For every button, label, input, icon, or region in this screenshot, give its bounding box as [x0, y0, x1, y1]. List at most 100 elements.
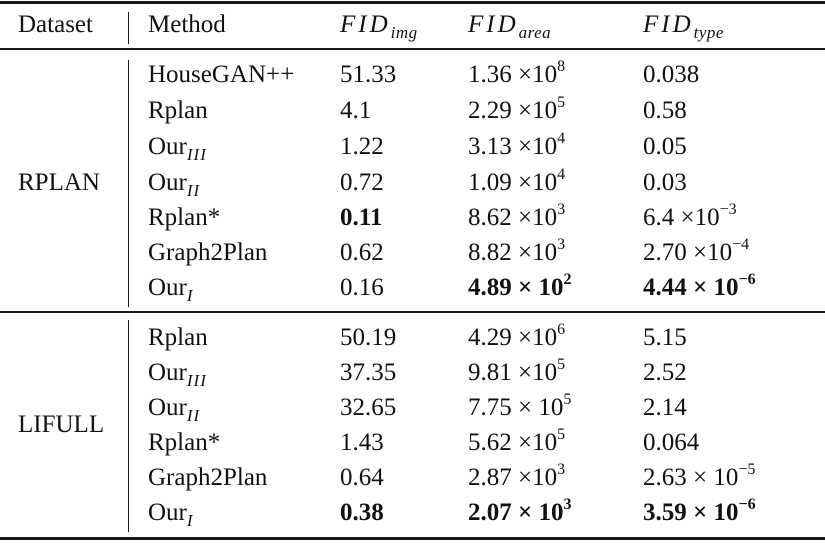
fid-img-cell: 1.43 [340, 429, 384, 456]
fid-area-cell: 3.13 ×104 [468, 130, 566, 162]
fid-img-cell: 0.64 [340, 464, 384, 491]
fid-area-exponent: 5 [557, 426, 566, 443]
fid-area-cell: 4.29 ×106 [468, 321, 566, 353]
fid-area-cell: 2.29 ×105 [468, 94, 566, 126]
fid-type-mantissa: 5.15 [643, 324, 687, 351]
fid-type-cell: 5.15 [643, 323, 687, 353]
fid-type-cell: 2.52 [643, 358, 687, 388]
fid-area-cell: 8.62 ×103 [468, 201, 566, 233]
fid-type-cell: 0.038 [643, 60, 699, 90]
method-name: Graph2Plan [148, 464, 268, 491]
fid-area-exponent: 3 [557, 201, 566, 218]
method-cell: Rplan* [148, 203, 220, 233]
method-subscript: III [186, 145, 207, 164]
fid-type-cell: 0.05 [643, 132, 687, 162]
fid-type-mantissa: 6.4 ×10 [643, 204, 720, 231]
method-cell: OurIII [148, 358, 207, 390]
fid-img-cell: 4.1 [340, 97, 372, 124]
fid-type-cell: 6.4 ×10−3 [643, 201, 737, 233]
lifull-group-divider [128, 320, 130, 532]
method-cell: Graph2Plan [148, 238, 267, 268]
fid-type-mantissa: 3.59 × 10 [643, 499, 739, 526]
fid-img-base: FID [340, 11, 391, 38]
fid-area-mantissa: 2.87 ×10 [468, 464, 558, 491]
group-separator-rule [0, 311, 825, 313]
fid-area-exponent: 6 [557, 321, 566, 338]
fid-type-cell: 2.63 × 10−5 [643, 461, 756, 493]
method-cell: OurII [148, 168, 201, 200]
method-cell: OurIII [148, 132, 207, 164]
fid-area-mantissa: 8.82 ×10 [468, 239, 558, 266]
rplan-group-divider [128, 60, 130, 307]
fid-area-mantissa: 1.36 ×10 [468, 61, 558, 88]
fid-type-mantissa: 0.03 [643, 169, 687, 196]
method-name: Rplan* [148, 429, 221, 456]
fid-type-mantissa: 2.52 [643, 359, 687, 386]
fid-type-mantissa: 0.038 [643, 61, 700, 88]
fid-area-cell: 9.81 ×105 [468, 356, 566, 388]
fid-area-exponent: 5 [557, 94, 566, 111]
fid-area-exponent: 5 [563, 391, 572, 408]
fid-type-mantissa: 2.63 × 10 [643, 464, 739, 491]
method-subscript: III [186, 371, 207, 390]
fid-type-cell: 0.03 [643, 168, 687, 198]
fid-type-mantissa: 0.05 [643, 133, 687, 160]
top-rule [0, 1, 825, 4]
method-name: Our [148, 394, 187, 421]
method-name: Our [148, 359, 187, 386]
method-cell: OurII [148, 393, 201, 425]
method-cell: OurI [148, 498, 194, 530]
fid-area-exponent: 2 [563, 271, 572, 288]
method-subscript: I [186, 511, 194, 530]
fid-type-exponent: −6 [738, 496, 756, 513]
fid-area-exponent: 5 [557, 356, 566, 373]
fid-area-mantissa: 4.89 × 10 [468, 274, 564, 301]
method-subscript: II [186, 181, 201, 200]
fid-type-mantissa: 0.58 [643, 97, 687, 124]
fid-area-cell: 5.62 ×105 [468, 426, 566, 458]
header-fid-img: FIDimg [340, 10, 418, 42]
fid-img-cell: 1.22 [340, 133, 384, 160]
fid-img-sub: img [390, 23, 418, 42]
fid-type-cell: 2.70 ×10−4 [643, 237, 749, 268]
fid-type-exponent: −3 [719, 201, 737, 218]
header-dataset: Dataset [18, 11, 93, 38]
fid-area-mantissa: 2.29 ×10 [468, 97, 558, 124]
fid-area-cell: 2.07 × 103 [468, 497, 572, 528]
fid-type-mantissa: 0.064 [643, 429, 700, 456]
method-subscript: I [186, 286, 194, 305]
method-name: Rplan [148, 97, 208, 124]
method-name: Our [148, 169, 187, 196]
method-name: HouseGAN++ [148, 61, 295, 88]
fid-img-cell: 0.62 [340, 239, 384, 266]
fid-area-exponent: 3 [557, 461, 566, 478]
fid-img-cell: 51.33 [340, 61, 397, 88]
fid-type-exponent: −6 [738, 271, 756, 288]
fid-area-mantissa: 3.13 ×10 [468, 133, 558, 160]
method-cell: HouseGAN++ [148, 60, 294, 90]
fid-area-mantissa: 4.29 ×10 [468, 324, 558, 351]
fid-img-cell: 0.16 [340, 274, 384, 301]
method-name: Our [148, 274, 187, 301]
fid-img-cell: 37.35 [340, 359, 397, 386]
fid-area-cell: 7.75 × 105 [468, 391, 572, 423]
fid-type-cell: 0.58 [643, 96, 687, 126]
fid-area-base: FID [468, 11, 519, 38]
fid-img-cell: 32.65 [340, 394, 397, 421]
fid-type-sub: type [693, 23, 724, 42]
method-name: Our [148, 499, 187, 526]
fid-area-mantissa: 5.62 ×10 [468, 429, 558, 456]
bottom-rule [0, 537, 825, 540]
fid-type-mantissa: 2.14 [643, 394, 687, 421]
fid-type-cell: 4.44 × 10−6 [643, 271, 756, 303]
dataset-label-rplan: RPLAN [18, 169, 100, 196]
method-subscript: II [186, 406, 201, 425]
method-name: Rplan* [148, 204, 221, 231]
fid-type-exponent: −5 [738, 461, 756, 478]
fid-area-exponent: 4 [557, 130, 566, 147]
fid-img-cell: 50.19 [340, 324, 397, 351]
method-cell: OurI [148, 273, 194, 305]
header-fid-type: FIDtype [643, 10, 724, 42]
fid-area-mantissa: 9.81 ×10 [468, 359, 558, 386]
fid-area-cell: 4.89 × 102 [468, 271, 572, 303]
